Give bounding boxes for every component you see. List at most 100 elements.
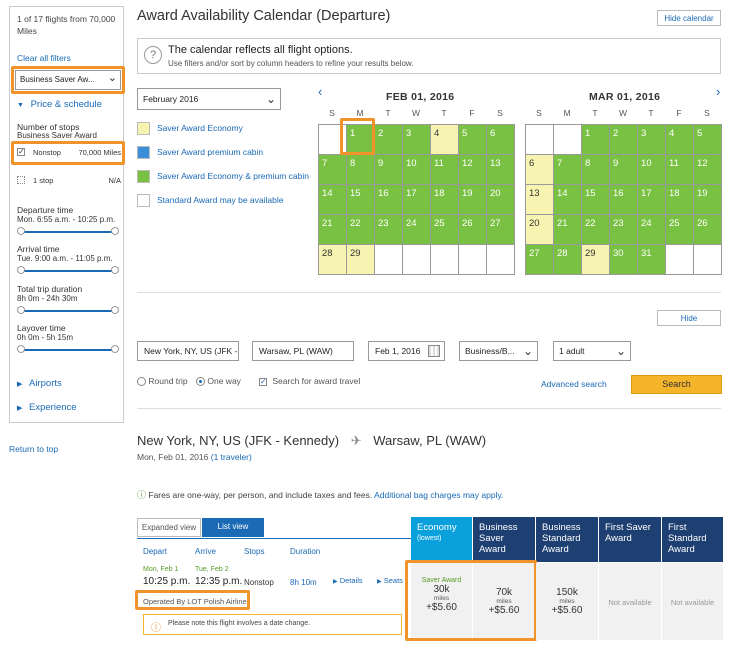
calendar-day[interactable]: 2 (609, 124, 638, 155)
calendar-day[interactable]: 26 (458, 214, 487, 245)
travelers-link[interactable]: (1 traveler) (210, 452, 252, 462)
award-type-select[interactable]: Business Saver Aw... ⌄ (15, 70, 121, 90)
tab-expanded-view[interactable]: Expanded view (137, 518, 201, 537)
calendar-day[interactable]: 11 (430, 154, 459, 185)
one-stop-checkbox[interactable] (17, 176, 25, 184)
calendar-day[interactable]: 11 (665, 154, 694, 185)
award-header-business-saver[interactable]: Business Saver Award (473, 517, 535, 562)
nonstop-filter[interactable]: ✓ Nonstop 70,000 Miles (17, 147, 121, 157)
airports-toggle[interactable]: ▶ Airports (17, 378, 62, 389)
calendar-day[interactable]: 13 (486, 154, 515, 185)
hide-search-button[interactable]: Hide (657, 310, 721, 326)
calendar-day[interactable]: 3 (637, 124, 666, 155)
calendar-day[interactable]: 15 (346, 184, 375, 215)
calendar-day[interactable]: 24 (637, 214, 666, 245)
calendar-day[interactable]: 28 (318, 244, 347, 275)
one-way-radio[interactable] (196, 377, 205, 387)
calendar-day[interactable]: 27 (486, 214, 515, 245)
nonstop-checkbox[interactable]: ✓ (17, 147, 25, 156)
bag-charges-link[interactable]: Additional bag charges may apply. (374, 490, 504, 500)
calendar-day[interactable]: 8 (346, 154, 375, 185)
seats-link[interactable]: ▶ Seats (377, 576, 403, 585)
calendar-day[interactable]: 16 (609, 184, 638, 215)
advanced-search-link[interactable]: Advanced search (541, 379, 607, 389)
hide-calendar-button[interactable]: Hide calendar (657, 10, 721, 26)
calendar-day[interactable]: 24 (402, 214, 431, 245)
calendar-day[interactable]: 20 (525, 214, 554, 245)
calendar-day[interactable]: 6 (525, 154, 554, 185)
price-business-standard[interactable]: 150k miles +$5.60 (536, 563, 598, 640)
calendar-day[interactable]: 12 (693, 154, 722, 185)
calendar-day[interactable]: 28 (553, 244, 582, 275)
calendar-day[interactable]: 23 (374, 214, 403, 245)
col-duration[interactable]: Duration (290, 547, 321, 556)
calendar-day[interactable]: 17 (637, 184, 666, 215)
duration-slider[interactable] (17, 306, 119, 314)
calendar-day[interactable]: 26 (693, 214, 722, 245)
col-depart[interactable]: Depart (143, 547, 168, 556)
search-button[interactable]: Search (631, 375, 722, 394)
experience-toggle[interactable]: ▶ Experience (17, 402, 77, 413)
tab-list-view[interactable]: List view (202, 518, 264, 537)
slider-handle[interactable] (17, 306, 25, 314)
calendar-day[interactable]: 5 (458, 124, 487, 155)
return-to-top-link[interactable]: Return to top (9, 444, 59, 454)
price-business-saver[interactable]: 70k miles +$5.60 (473, 563, 535, 640)
slider-handle[interactable] (17, 345, 25, 353)
calendar-day[interactable]: 27 (525, 244, 554, 275)
calendar-day[interactable]: 7 (553, 154, 582, 185)
arrival-slider[interactable] (17, 266, 119, 274)
round-trip-radio[interactable] (137, 377, 146, 387)
clear-filters-link[interactable]: Clear all filters (17, 53, 71, 63)
slider-handle[interactable] (111, 345, 119, 353)
calendar-day[interactable]: 10 (637, 154, 666, 185)
calendar-day[interactable]: 3 (402, 124, 431, 155)
slider-handle[interactable] (17, 266, 25, 274)
calendar-day[interactable]: 5 (693, 124, 722, 155)
one-way-option[interactable]: One way (196, 376, 241, 387)
award-travel-checkbox[interactable]: ✓ (259, 376, 267, 386)
destination-input[interactable]: Warsaw, PL (WAW) (252, 341, 354, 361)
calendar-day[interactable]: 25 (665, 214, 694, 245)
layover-slider[interactable] (17, 345, 119, 353)
calendar-day[interactable]: 22 (346, 214, 375, 245)
calendar-day[interactable]: 31 (637, 244, 666, 275)
slider-handle[interactable] (111, 227, 119, 235)
calendar-day[interactable]: 4 (430, 124, 459, 155)
calendar-day[interactable]: 29 (581, 244, 610, 275)
calendar-day[interactable]: 18 (430, 184, 459, 215)
calendar-day[interactable]: 20 (486, 184, 515, 215)
calendar-day[interactable]: 15 (581, 184, 610, 215)
next-month-arrow[interactable]: › (716, 84, 721, 99)
award-header-first-saver[interactable]: First Saver Award (599, 517, 661, 562)
calendar-day[interactable]: 1 (581, 124, 610, 155)
round-trip-option[interactable]: Round trip (137, 376, 188, 387)
month-select[interactable]: February 2016 ⌄ (137, 88, 281, 110)
calendar-day[interactable]: 29 (346, 244, 375, 275)
one-stop-filter[interactable]: 1 stop N/A (17, 175, 121, 187)
col-arrive[interactable]: Arrive (195, 547, 216, 556)
calendar-day[interactable]: 22 (581, 214, 610, 245)
details-link[interactable]: ▶ Details (333, 576, 363, 585)
calendar-day[interactable]: 25 (430, 214, 459, 245)
calendar-day[interactable]: 19 (693, 184, 722, 215)
slider-handle[interactable] (111, 266, 119, 274)
calendar-day[interactable]: 21 (553, 214, 582, 245)
calendar-day[interactable]: 21 (318, 214, 347, 245)
calendar-day[interactable]: 1 (346, 124, 375, 155)
price-schedule-toggle[interactable]: ▼ Price & schedule (17, 99, 102, 110)
calendar-day[interactable]: 16 (374, 184, 403, 215)
calendar-day[interactable]: 4 (665, 124, 694, 155)
travelers-select[interactable]: 1 adult ⌄ (553, 341, 631, 361)
calendar-day[interactable]: 18 (665, 184, 694, 215)
slider-handle[interactable] (17, 227, 25, 235)
departure-slider[interactable] (17, 227, 119, 235)
award-header-first-standard[interactable]: First Standard Award (662, 517, 723, 562)
price-economy[interactable]: Saver Award 30k miles +$5.60 (411, 563, 472, 640)
slider-handle[interactable] (111, 306, 119, 314)
calendar-day[interactable]: 19 (458, 184, 487, 215)
calendar-day[interactable]: 8 (581, 154, 610, 185)
prev-month-arrow[interactable]: ‹ (318, 84, 323, 99)
origin-input[interactable]: New York, NY, US (JFK - K (137, 341, 239, 361)
award-header-economy[interactable]: Economy (lowest) (411, 517, 472, 562)
